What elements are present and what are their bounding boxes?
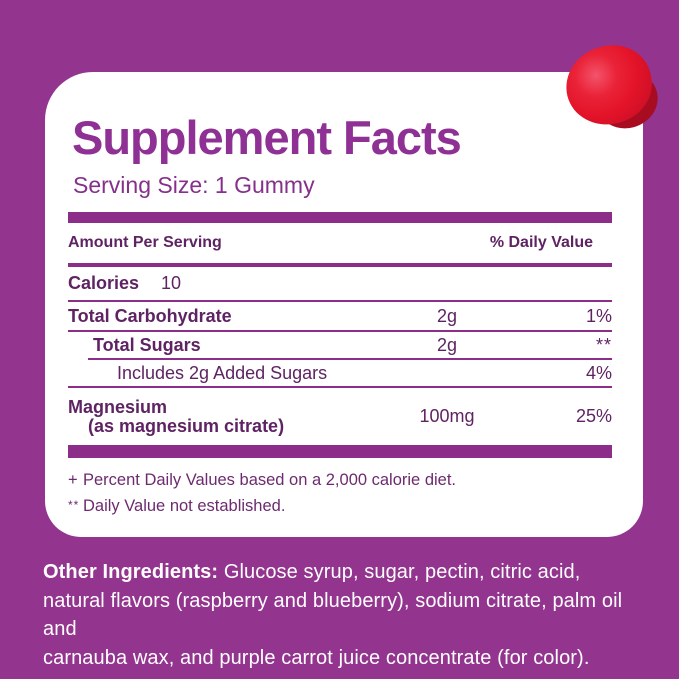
divider-bar-bottom bbox=[68, 445, 612, 458]
table-row-total-carbohydrate: Total Carbohydrate 2g 1% bbox=[68, 302, 612, 332]
row-label: Calories 10 bbox=[68, 273, 182, 293]
row-label: Total Sugars bbox=[93, 334, 201, 355]
row-amount: 100mg bbox=[419, 406, 475, 426]
footnote-symbol-asterisks: ** bbox=[68, 498, 80, 512]
divider-bar-top bbox=[68, 212, 612, 223]
footnote-symbol-plus: + bbox=[68, 471, 78, 489]
footnote-daily-values: + Percent Daily Values based on a 2,000 … bbox=[68, 471, 612, 490]
header-amount-per-serving: Amount Per Serving bbox=[68, 234, 222, 251]
serving-size: Serving Size: 1 Gummy bbox=[73, 172, 315, 198]
row-amount: 2g bbox=[436, 305, 458, 326]
row-label: Total Carbohydrate bbox=[68, 305, 232, 326]
footnotes: + Percent Daily Values based on a 2,000 … bbox=[68, 471, 612, 516]
magnesium-label: Magnesium bbox=[68, 396, 168, 417]
other-ingredients-line-1: Glucose syrup, sugar, pectin, citric aci… bbox=[218, 561, 581, 583]
table-header-row: Amount Per Serving % Daily Value bbox=[68, 223, 612, 267]
row-daily-value: 25% bbox=[575, 406, 612, 426]
table-row-calories: Calories 10 bbox=[68, 267, 612, 302]
facts-table: Amount Per Serving % Daily Value Calorie… bbox=[68, 212, 612, 458]
row-label: Magnesium (as magnesium citrate) bbox=[68, 396, 362, 436]
row-label: Includes 2g Added Sugars bbox=[117, 362, 328, 383]
other-ingredients: Other Ingredients: Glucose syrup, sugar,… bbox=[43, 558, 643, 672]
row-amount: 2g bbox=[436, 334, 458, 355]
supplement-facts-panel: Supplement Facts Serving Size: 1 Gummy A… bbox=[45, 72, 643, 537]
panel-title: Supplement Facts bbox=[72, 111, 462, 164]
row-daily-value: ** bbox=[595, 334, 612, 355]
table-row-added-sugars: Includes 2g Added Sugars 4% bbox=[68, 360, 612, 388]
divider-line-indented bbox=[88, 358, 612, 360]
magnesium-source: (as magnesium citrate) bbox=[88, 415, 285, 436]
row-daily-value: 1% bbox=[585, 305, 612, 326]
other-ingredients-line-2: natural flavors (raspberry and blueberry… bbox=[43, 589, 623, 641]
footnote-not-established: ** Daily Value not established. bbox=[68, 497, 612, 516]
header-daily-value: % Daily Value bbox=[489, 234, 593, 251]
table-row-magnesium: Magnesium (as magnesium citrate) 100mg 2… bbox=[68, 388, 612, 445]
footnote-text: Daily Value not established. bbox=[83, 497, 286, 515]
calories-value: 10 bbox=[161, 273, 182, 293]
footnote-text: Percent Daily Values based on a 2,000 ca… bbox=[83, 471, 457, 489]
other-ingredients-line-3: carnauba wax, and purple carrot juice co… bbox=[43, 646, 590, 669]
other-ingredients-label: Other Ingredients: bbox=[43, 561, 219, 583]
red-gummy-icon bbox=[557, 36, 666, 137]
row-daily-value: 4% bbox=[585, 362, 612, 383]
table-row-total-sugars: Total Sugars 2g ** bbox=[68, 332, 612, 358]
